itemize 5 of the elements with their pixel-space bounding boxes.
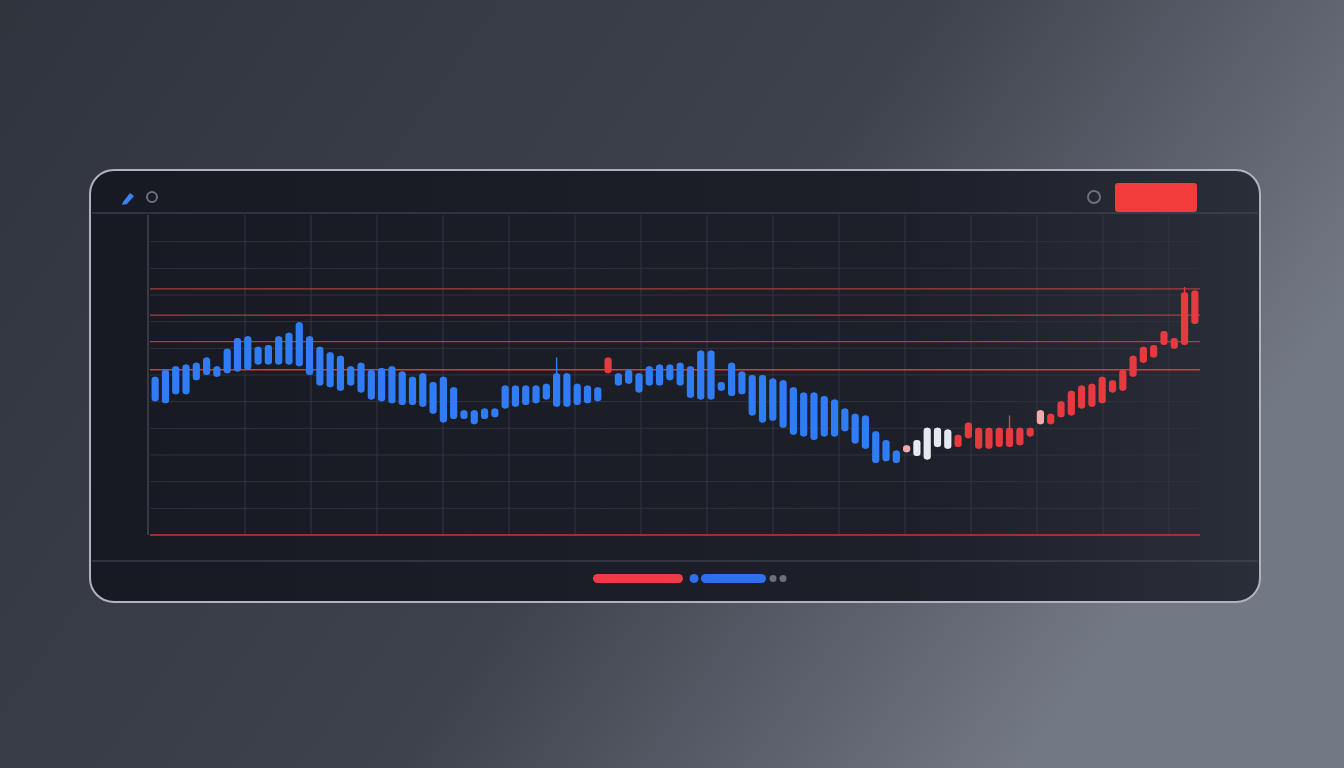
- candlestick: [655, 363, 664, 387]
- candlestick: [645, 365, 653, 387]
- candlestick: [1005, 414, 1014, 448]
- candlestick: [635, 372, 643, 394]
- candlestick: [347, 365, 355, 387]
